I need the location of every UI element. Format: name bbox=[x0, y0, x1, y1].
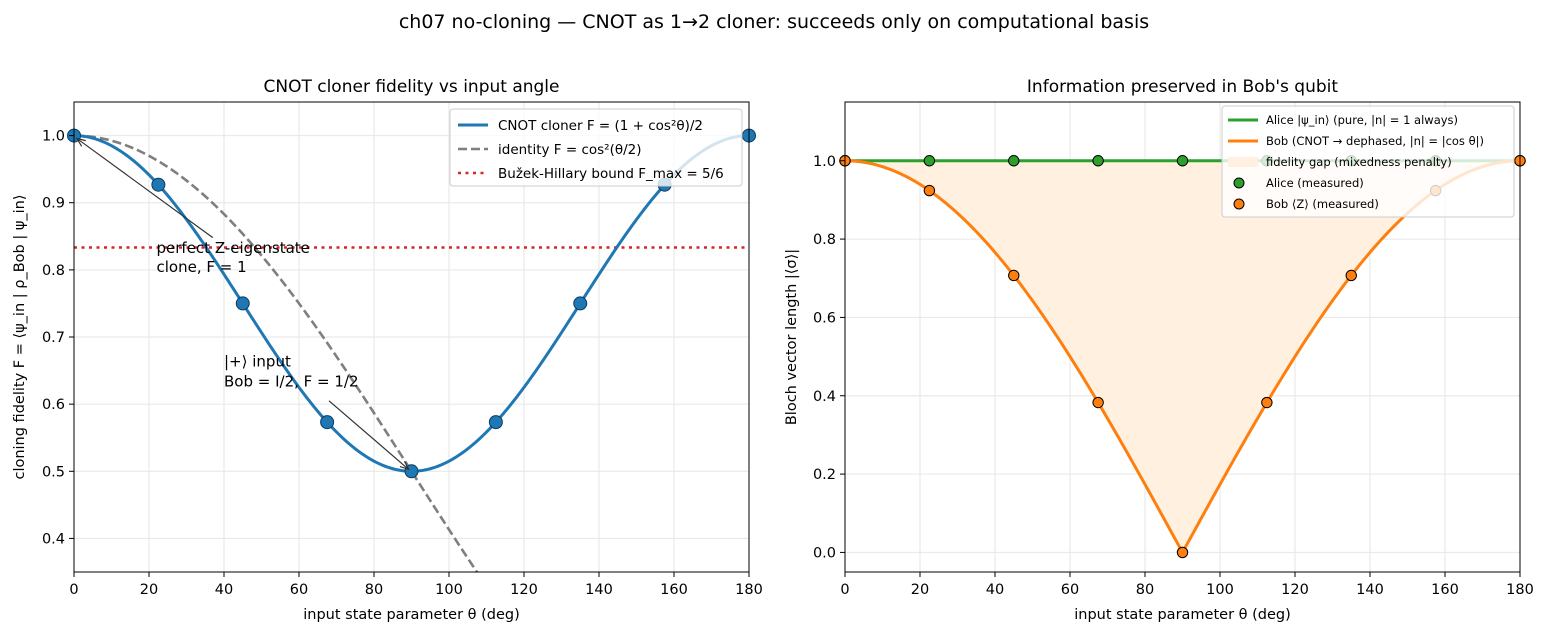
legend-swatch bbox=[1228, 157, 1258, 167]
y-tick-label: 0.5 bbox=[42, 464, 65, 480]
x-tick-label: 60 bbox=[1061, 582, 1079, 598]
y-tick-label: 0.7 bbox=[42, 330, 65, 346]
arrow-perfect-clone bbox=[75, 137, 214, 239]
cnot-marker-point bbox=[235, 296, 250, 311]
panel-bloch-length: 0 20 40 60 80 100 120 140 160 180 0.0 0.2 0.4 0.6 0.8 1… bbox=[784, 77, 1534, 623]
x-tick-label: 60 bbox=[290, 582, 308, 598]
legend-entry-label: Bužek-Hillary bound F_max = 5/6 bbox=[498, 166, 724, 182]
x-tick-label: 160 bbox=[660, 582, 688, 598]
x-tick-label: 160 bbox=[1431, 582, 1459, 598]
bob-marker-point bbox=[1345, 269, 1357, 282]
legend-entry-label: Bob ⟨Z⟩ (measured) bbox=[1266, 197, 1379, 211]
alice-marker-point bbox=[923, 155, 936, 167]
y-tick-label: 0.0 bbox=[813, 545, 836, 561]
bob-marker-point bbox=[1261, 396, 1273, 409]
y-tick-label: 0.6 bbox=[42, 397, 65, 413]
x-tick-label: 120 bbox=[1281, 582, 1309, 598]
legend-entry-label: identity F = cos²(θ/2) bbox=[498, 142, 642, 158]
figure-suptitle: ch07 no-cloning — CNOT as 1→2 cloner: su… bbox=[399, 11, 1149, 33]
annotation-plus-input-line1: |+⟩ input bbox=[224, 352, 291, 370]
y-tick-label: 0.9 bbox=[42, 196, 65, 212]
y-tick-label: 1.0 bbox=[42, 129, 65, 145]
bob-marker-point bbox=[923, 184, 936, 197]
x-tick-label: 140 bbox=[585, 582, 613, 598]
legend-entry-label: Bob (CNOT → dephased, |n| = |cos θ|) bbox=[1266, 134, 1484, 148]
x-tick-label: 40 bbox=[986, 582, 1004, 598]
x-tick-label: 180 bbox=[1506, 582, 1534, 598]
y-axis-label: cloning fidelity F = ⟨ψ_in | ρ_Bob | ψ_i… bbox=[12, 194, 28, 479]
x-axis-label: input state parameter θ (deg) bbox=[1074, 607, 1291, 623]
legend-box bbox=[1221, 105, 1515, 218]
y-tick-label: 0.6 bbox=[813, 310, 836, 326]
annotation-perfect-clone-line1: perfect Z-eigenstate bbox=[157, 239, 310, 257]
y-tick-label: 0.4 bbox=[813, 389, 836, 405]
legend-swatch bbox=[1233, 198, 1245, 210]
x-tick-label: 120 bbox=[510, 582, 538, 598]
annotation-perfect-clone-line2: clone, F = 1 bbox=[157, 258, 247, 276]
y-tick-label: 0.2 bbox=[813, 467, 836, 483]
legend-entry-label: Alice (measured) bbox=[1266, 176, 1364, 190]
arrow-head bbox=[399, 460, 410, 471]
y-tick-label: 0.8 bbox=[813, 232, 836, 248]
x-tick-label: 0 bbox=[69, 582, 78, 598]
series-identity-curve bbox=[74, 134, 479, 572]
legend-box bbox=[449, 108, 743, 187]
bob-marker-point bbox=[1092, 396, 1104, 409]
x-axis-label: input state parameter θ (deg) bbox=[303, 607, 520, 623]
alice-marker-point bbox=[1092, 155, 1104, 167]
legend-entry-label: fidelity gap (mixedness penalty) bbox=[1266, 155, 1452, 169]
y-tick-label: 0.4 bbox=[42, 531, 65, 547]
axes-frame bbox=[844, 101, 1521, 573]
legend-entry-label: CNOT cloner F = (1 + cos²θ)/2 bbox=[498, 118, 703, 134]
cnot-marker-point bbox=[573, 296, 588, 311]
alice-marker-point bbox=[1176, 155, 1189, 167]
legend-swatch bbox=[1233, 177, 1245, 189]
axes-title: CNOT cloner fidelity vs input angle bbox=[263, 77, 559, 97]
cnot-marker-point bbox=[320, 415, 335, 430]
x-tick-label: 80 bbox=[1136, 582, 1154, 598]
x-tick-label: 40 bbox=[215, 582, 233, 598]
x-tick-label: 20 bbox=[911, 582, 929, 598]
plot-area bbox=[845, 159, 1520, 556]
cnot-marker-point bbox=[151, 177, 166, 192]
cnot-marker-point bbox=[488, 415, 503, 430]
x-tick-label: 80 bbox=[365, 582, 383, 598]
arrow-shaft bbox=[328, 400, 409, 470]
arrow-shaft bbox=[76, 138, 214, 239]
x-tick-label: 100 bbox=[1206, 582, 1234, 598]
x-tick-label: 140 bbox=[1356, 582, 1384, 598]
arrow-plus-input bbox=[328, 400, 410, 471]
x-tick-label: 180 bbox=[735, 582, 763, 598]
y-tick-label: 0.8 bbox=[42, 263, 65, 279]
bob-marker-point bbox=[1008, 269, 1020, 282]
legend-entry-label: Alice |ψ_in⟩ (pure, |n| = 1 always) bbox=[1266, 113, 1458, 127]
plot-area bbox=[74, 134, 749, 572]
x-tick-label: 0 bbox=[840, 582, 849, 598]
annotation-plus-input-line2: Bob = I/2, F = 1/2 bbox=[224, 372, 359, 390]
series-fidelity-gap-fill bbox=[845, 160, 1520, 553]
alice-marker-point bbox=[1008, 155, 1020, 167]
axes-title: Information preserved in Bob's qubit bbox=[1027, 77, 1338, 97]
x-tick-label: 20 bbox=[140, 582, 158, 598]
y-axis-label: Bloch vector length |⟨σ⟩| bbox=[784, 249, 800, 425]
bob-marker-point bbox=[1176, 546, 1189, 559]
arrow-head bbox=[75, 137, 86, 147]
x-tick-label: 100 bbox=[435, 582, 463, 598]
y-tick-label: 1.0 bbox=[813, 154, 836, 170]
